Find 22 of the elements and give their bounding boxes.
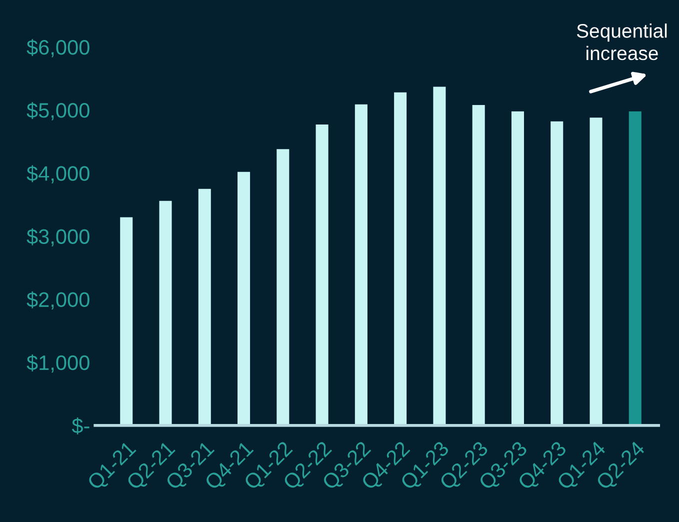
- y-tick-label: $3,000: [26, 228, 90, 246]
- bar: [550, 121, 564, 426]
- bar: [238, 172, 250, 426]
- bar: [198, 188, 211, 426]
- y-tick-label: $4,000: [26, 165, 90, 184]
- bar: [628, 111, 642, 426]
- bar: [316, 124, 328, 426]
- y-tick-label: $1,000: [26, 354, 90, 373]
- y-tick-label: $-: [72, 418, 90, 434]
- bar: [276, 149, 290, 426]
- y-tick-label: $2,000: [26, 291, 90, 310]
- bar: [354, 104, 368, 426]
- bar: [120, 217, 133, 426]
- bar: [433, 86, 446, 426]
- bar: [511, 111, 524, 426]
- y-tick-label: $6,000: [26, 39, 90, 58]
- bar: [590, 118, 602, 426]
- bar: [159, 200, 172, 426]
- bar: [394, 92, 407, 426]
- y-tick-label: $5,000: [26, 102, 90, 120]
- annotation: Sequential increase: [576, 24, 667, 60]
- bar: [472, 105, 485, 426]
